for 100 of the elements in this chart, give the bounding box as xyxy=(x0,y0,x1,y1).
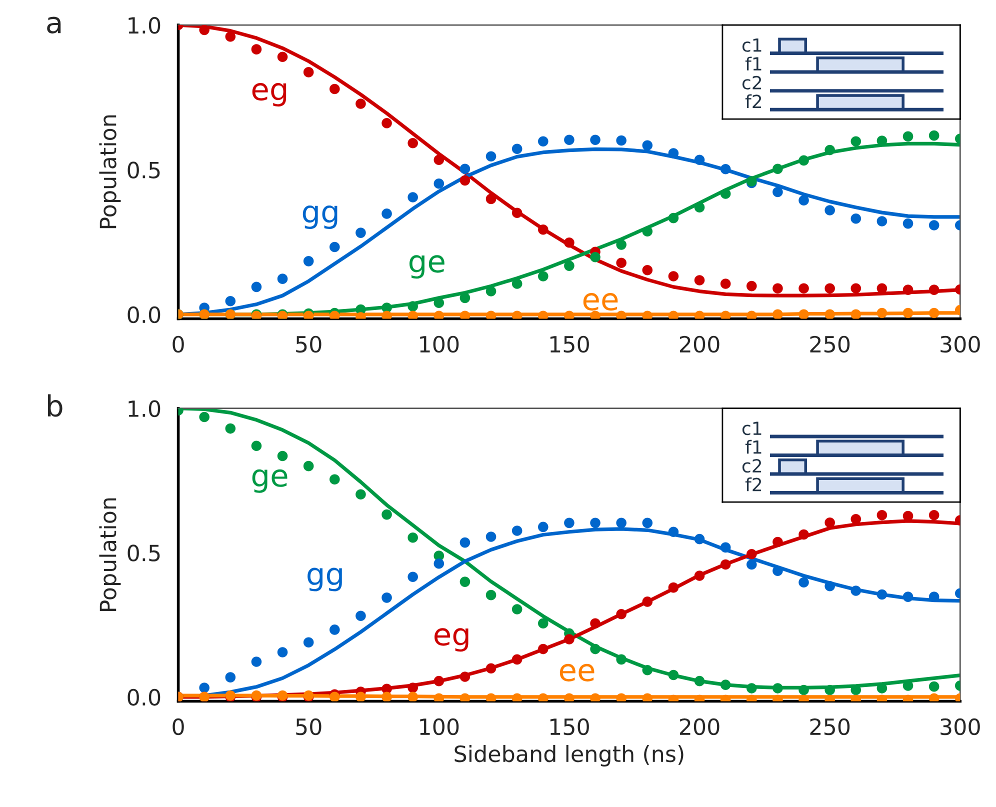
point xyxy=(538,644,548,654)
x-tick-label: 50 xyxy=(296,336,322,353)
point xyxy=(303,256,314,266)
point xyxy=(486,532,496,542)
point xyxy=(772,309,783,319)
annotation: c2 xyxy=(742,76,762,90)
chart-title: b xyxy=(48,394,62,417)
point xyxy=(538,136,548,147)
point xyxy=(642,226,653,237)
point xyxy=(876,589,888,600)
point xyxy=(251,440,262,452)
annotation: f1 xyxy=(745,56,762,70)
point xyxy=(408,572,418,582)
point xyxy=(824,684,835,696)
annotation: c1 xyxy=(742,38,762,52)
point xyxy=(772,186,783,198)
y-tick-label: 0.0 xyxy=(128,688,160,706)
series-label: eg xyxy=(434,628,468,652)
point xyxy=(277,274,288,284)
x-axis-title: Sideband length (ns) xyxy=(454,745,684,767)
y-tick-label: 0.5 xyxy=(128,162,160,178)
point xyxy=(408,301,418,312)
point xyxy=(798,577,809,588)
point xyxy=(434,676,444,686)
point xyxy=(590,644,600,654)
point xyxy=(850,309,862,319)
point xyxy=(434,298,444,308)
point xyxy=(876,308,888,318)
point xyxy=(694,534,705,544)
point xyxy=(772,164,783,174)
point xyxy=(225,31,236,42)
point xyxy=(798,684,809,696)
point xyxy=(616,240,626,250)
point xyxy=(382,208,392,219)
point xyxy=(720,278,731,289)
series-label: gg xyxy=(308,568,342,592)
point xyxy=(850,514,862,524)
point xyxy=(382,509,392,520)
point xyxy=(382,692,392,702)
point xyxy=(824,283,835,294)
point xyxy=(251,282,262,292)
x-tick-label: 250 xyxy=(810,336,850,353)
point xyxy=(902,592,914,602)
x-tick-label: 100 xyxy=(420,336,459,353)
series-label: ee xyxy=(560,664,594,682)
point xyxy=(772,566,783,576)
point xyxy=(850,213,862,224)
point xyxy=(928,284,940,295)
y-tick-label: 1.0 xyxy=(128,16,160,34)
point xyxy=(694,202,705,212)
point xyxy=(199,682,210,693)
point xyxy=(330,692,340,702)
point xyxy=(460,164,470,174)
point xyxy=(720,164,731,174)
point xyxy=(876,510,888,520)
series-label: ge xyxy=(410,255,444,279)
point xyxy=(408,138,418,148)
point xyxy=(694,676,705,686)
x-tick-label: 0 xyxy=(172,718,184,736)
point xyxy=(277,450,288,462)
point xyxy=(850,586,862,596)
point xyxy=(486,663,496,674)
point xyxy=(668,148,679,158)
annotation: c1 xyxy=(742,422,762,436)
point xyxy=(408,532,418,543)
point xyxy=(772,683,783,694)
point xyxy=(460,292,470,304)
point xyxy=(720,559,731,570)
point xyxy=(902,680,914,691)
point xyxy=(538,271,548,282)
x-tick-label: 100 xyxy=(420,718,459,736)
point xyxy=(460,672,470,682)
x-tick-label: 150 xyxy=(550,336,589,353)
y-axis-title: Population xyxy=(99,115,121,228)
point xyxy=(486,194,496,204)
point xyxy=(876,216,888,226)
point xyxy=(564,518,574,528)
point xyxy=(902,284,914,295)
point xyxy=(538,224,548,235)
point xyxy=(746,548,757,560)
point xyxy=(408,682,418,693)
point xyxy=(824,309,835,319)
series-label: ee xyxy=(583,293,618,311)
point xyxy=(512,654,522,665)
point xyxy=(798,529,809,540)
point xyxy=(798,309,809,319)
point xyxy=(824,517,835,528)
chart-title: a xyxy=(47,16,61,34)
point xyxy=(798,195,809,206)
y-tick-label: 1.0 xyxy=(128,400,160,418)
point xyxy=(303,460,314,472)
series-label: eg xyxy=(252,83,286,106)
point xyxy=(460,175,470,186)
point xyxy=(642,518,653,528)
point xyxy=(330,242,340,252)
point xyxy=(408,692,418,702)
x-tick-label: 200 xyxy=(680,336,720,353)
point xyxy=(486,151,496,162)
point xyxy=(382,592,392,603)
annotation: f1 xyxy=(745,440,762,454)
